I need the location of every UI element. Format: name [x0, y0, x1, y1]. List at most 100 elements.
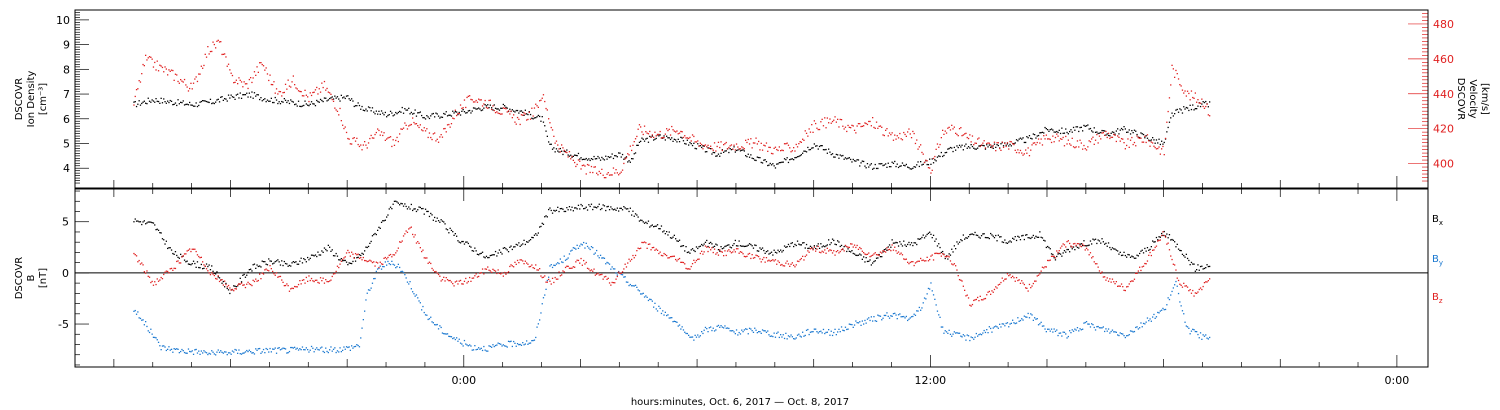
- velocity-point: [268, 79, 270, 82]
- bx-point: [570, 209, 572, 211]
- bz-point: [294, 285, 296, 288]
- ion-density-point: [1022, 137, 1024, 139]
- ion-density-point: [586, 159, 589, 161]
- velocity-point: [977, 138, 979, 140]
- bx-point: [927, 232, 930, 234]
- velocity-point: [1063, 145, 1066, 147]
- ion-density-point: [384, 111, 386, 114]
- ion-density-point: [1183, 106, 1185, 108]
- bz-point: [653, 246, 655, 249]
- by-point: [1136, 326, 1138, 328]
- by-point: [592, 247, 594, 249]
- velocity-point: [606, 173, 608, 175]
- bz-point: [1021, 280, 1023, 282]
- bz-point: [577, 259, 580, 262]
- bx-point: [180, 253, 182, 255]
- ion-density-point: [697, 143, 699, 145]
- bz-point: [641, 241, 643, 244]
- ion-density-point: [719, 155, 721, 157]
- ion-density-point: [154, 101, 156, 103]
- velocity-point: [966, 136, 968, 139]
- velocity-point: [703, 144, 705, 147]
- velocity-point: [765, 142, 768, 144]
- bz-point: [233, 290, 235, 292]
- velocity-point: [790, 151, 792, 153]
- by-point: [568, 253, 571, 255]
- ion-density-point: [701, 146, 703, 149]
- bz-point: [529, 265, 532, 268]
- bz-point: [1114, 283, 1116, 285]
- bx-point: [944, 257, 946, 260]
- bz-point: [840, 249, 843, 251]
- bx-point: [645, 221, 647, 223]
- velocity-point: [663, 137, 665, 139]
- ion-density-point: [948, 147, 950, 150]
- bx-point: [471, 250, 473, 252]
- bz-point: [437, 273, 440, 276]
- ion-density-point: [917, 161, 919, 163]
- ion-density-point: [1119, 129, 1121, 131]
- velocity-point: [890, 134, 892, 136]
- bx-point: [419, 206, 421, 209]
- bz-point: [178, 262, 180, 264]
- by-point: [890, 315, 892, 317]
- ion-density-point: [838, 157, 840, 159]
- ion-density-point: [992, 147, 994, 149]
- ion-density-point: [266, 99, 269, 101]
- by-point: [695, 336, 698, 338]
- ion-density-point: [742, 149, 744, 151]
- bz-point: [863, 252, 865, 254]
- bx-point: [1162, 234, 1164, 237]
- bz-point: [423, 257, 425, 259]
- by-point: [631, 285, 633, 287]
- bx-point: [631, 214, 633, 216]
- velocity-point: [182, 81, 184, 83]
- bz-point: [791, 262, 793, 264]
- bx-point: [975, 234, 977, 236]
- bz-point: [1098, 270, 1101, 272]
- ion-density-point: [313, 103, 315, 105]
- bx-point: [1189, 264, 1191, 266]
- by-point: [816, 331, 818, 333]
- velocity-point: [1142, 141, 1145, 143]
- ion-density-point: [721, 149, 723, 151]
- ion-density-point: [808, 149, 810, 151]
- bz-point: [962, 285, 964, 287]
- ion-density-point: [741, 149, 743, 151]
- bx-point: [198, 266, 200, 269]
- velocity-point: [768, 146, 770, 148]
- bz-point: [287, 285, 289, 287]
- bz-point: [620, 272, 622, 274]
- by-point: [329, 349, 331, 351]
- bx-point: [782, 249, 784, 252]
- bz-point: [970, 305, 972, 307]
- bz-point: [629, 260, 631, 262]
- bz-point: [180, 262, 182, 264]
- ion-density-point: [253, 92, 256, 94]
- by-point: [374, 277, 376, 280]
- by-point: [689, 336, 691, 338]
- by-point: [859, 321, 861, 323]
- ion-density-point: [922, 163, 924, 165]
- bx-point: [612, 209, 615, 211]
- ion-density-point: [585, 157, 587, 160]
- bx-point: [286, 263, 288, 265]
- velocity-point: [1092, 136, 1094, 138]
- bz-point: [853, 244, 856, 246]
- ion-density-point: [484, 104, 486, 106]
- bz-point: [995, 286, 997, 288]
- velocity-point: [440, 134, 442, 136]
- ion-density-point: [813, 143, 815, 145]
- velocity-point: [1126, 144, 1128, 147]
- velocity-point: [618, 174, 620, 176]
- bz-point: [318, 282, 320, 284]
- velocity-point: [283, 91, 285, 94]
- bx-point: [778, 251, 780, 253]
- by-point: [422, 305, 424, 308]
- by-point: [761, 329, 764, 331]
- ion-density-point: [1126, 131, 1128, 133]
- velocity-point: [1209, 115, 1211, 117]
- bx-point: [1070, 246, 1072, 248]
- velocity-point: [269, 74, 271, 76]
